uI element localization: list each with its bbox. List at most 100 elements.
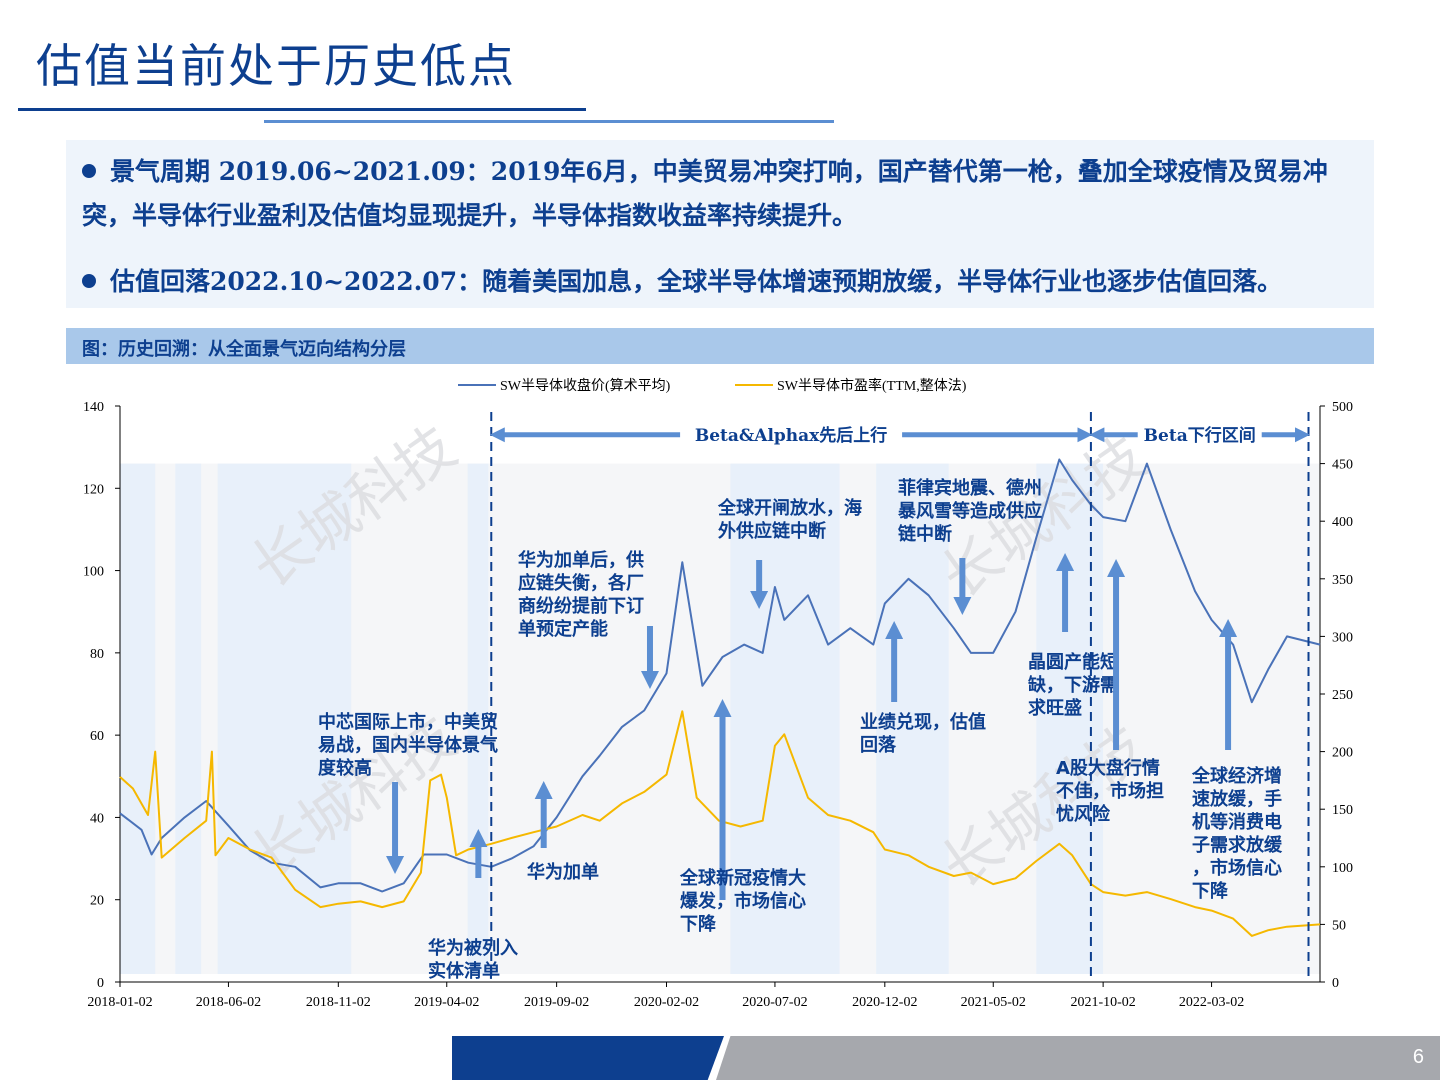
- bullet-item: 估值回落2022.10~2022.07：随着美国加息，全球半导体增速预期放缓，半…: [82, 260, 1358, 304]
- legend-label: SW半导体市盈率(TTM,整体法): [777, 377, 967, 394]
- plot-shade-band: [120, 463, 156, 974]
- figure-caption: 图：历史回溯：从全面景气迈向结构分层: [82, 339, 406, 360]
- x-tick-label: 2021-10-02: [1070, 995, 1135, 1010]
- y-tick-label-right: 0: [1332, 976, 1339, 991]
- x-tick-label: 2018-06-02: [196, 995, 261, 1010]
- annotation-line: 子需求放缓: [1192, 834, 1283, 856]
- x-tick-label: 2020-07-02: [742, 995, 807, 1010]
- annotation-text: 晶圆产能短缺，下游需求旺盛: [1027, 651, 1118, 719]
- y-tick-label-left: 40: [90, 811, 104, 826]
- legend-label: SW半导体收盘价(算术平均): [500, 377, 671, 394]
- y-tick-label-right: 50: [1332, 918, 1346, 933]
- phase-label-bg: [680, 422, 903, 447]
- x-tick-label: 2019-04-02: [414, 995, 479, 1010]
- bullet-box: 景气周期 2019.06~2021.09：2019年6月，中美贸易冲突打响，国产…: [66, 140, 1374, 308]
- series-line: [119, 710, 1321, 937]
- x-tick-label: 2020-12-02: [852, 995, 917, 1010]
- annotation-text: 菲律宾地震、德州暴风雪等造成供应链中断: [898, 477, 1042, 545]
- y-tick-label-left: 60: [90, 729, 104, 744]
- chart: 长城科技长城科技长城科技长城科技020406080100120140050100…: [83, 377, 1353, 1010]
- plot-shade-band: [217, 463, 352, 974]
- annotation-line: 晶圆产能短: [1028, 651, 1118, 673]
- bullet-item: 景气周期 2019.06~2021.09：2019年6月，中美贸易冲突打响，国产…: [82, 150, 1358, 238]
- annotation-line: 忧风险: [1056, 803, 1111, 825]
- footer-grey-band: [716, 1036, 1440, 1080]
- bullet-dot-icon: [82, 274, 96, 288]
- y-tick-label-right: 450: [1332, 458, 1353, 473]
- footer-blue-band: [452, 1036, 724, 1080]
- annotation-line: 下降: [680, 913, 717, 935]
- x-tick-label: 2018-01-02: [87, 995, 152, 1010]
- y-tick-label-right: 400: [1332, 515, 1353, 530]
- annotation-line: 度较高: [318, 757, 372, 779]
- title-underline: [18, 108, 586, 111]
- annotation-line: ，市场信心: [1192, 857, 1282, 879]
- page-number: 6: [1412, 1046, 1424, 1068]
- annotation-text: 全球经济增速放缓，手机等消费电子需求放缓，市场信心下降: [1191, 765, 1283, 902]
- annotation-line: 中芯国际上市，中美贸: [318, 711, 498, 733]
- bullet-text: 景气周期 2019.06~2021.09：2019年6月，中美贸易冲突打响，国产…: [82, 157, 1328, 230]
- annotation-line: 暴风雪等造成供应: [898, 500, 1042, 522]
- annotation-line: A股大盘行情: [1056, 757, 1160, 779]
- annotation-line: 菲律宾地震、德州: [898, 477, 1042, 499]
- y-tick-label-left: 100: [83, 565, 104, 580]
- annotation-line: 全球经济增: [1191, 765, 1282, 787]
- bullet-dot-icon: [82, 164, 96, 178]
- annotation-line: 商纷纷提前下订: [518, 595, 644, 617]
- annotation-line: 业绩兑现，估值: [860, 711, 986, 733]
- y-tick-label-right: 150: [1332, 803, 1353, 818]
- plot-shade-band: [730, 463, 840, 974]
- y-tick-label-right: 250: [1332, 688, 1353, 703]
- y-tick-label-right: 300: [1332, 630, 1353, 645]
- annotation-line: 爆发，市场信心: [680, 890, 806, 912]
- annotation-line: 速放缓，手: [1192, 788, 1282, 810]
- annotation-text: 中芯国际上市，中美贸易战，国内半导体景气度较高: [318, 711, 498, 779]
- annotation-line: 全球新冠疫情大: [679, 867, 806, 889]
- phase-label-bg: [1137, 422, 1262, 447]
- series-line: [119, 458, 1321, 893]
- annotation-line: 缺，下游需: [1027, 674, 1118, 696]
- annotation-line: 华为加单: [527, 861, 599, 883]
- annotation-line: 华为加单后，供: [518, 549, 644, 571]
- phase-label: Beta&Alphax先后上行: [695, 425, 887, 446]
- annotation-line: 下降: [1192, 880, 1229, 902]
- annotation-line: 回落: [860, 735, 897, 756]
- y-tick-label-right: 100: [1332, 861, 1353, 876]
- x-tick-label: 2021-05-02: [961, 995, 1026, 1010]
- annotation-text: 业绩兑现，估值回落: [860, 711, 986, 756]
- bullet-text: 估值回落2022.10~2022.07：随着美国加息，全球半导体增速预期放缓，半…: [110, 267, 1283, 296]
- y-tick-label-left: 140: [83, 400, 104, 415]
- annotation-text: 全球开闸放水，海外供应链中断: [717, 497, 862, 542]
- annotation-text: 华为被列入实体清单: [428, 937, 518, 982]
- y-tick-label-left: 20: [90, 894, 104, 909]
- annotation-text: 华为加单后，供应链失衡，各厂商纷纷提前下订单预定产能: [518, 549, 644, 640]
- slide-title: 估值当前处于历史低点: [36, 39, 516, 93]
- x-tick-label: 2022-03-02: [1179, 995, 1244, 1010]
- y-tick-label-right: 500: [1332, 400, 1353, 415]
- y-tick-label-right: 350: [1332, 573, 1353, 588]
- annotation-text: 全球新冠疫情大爆发，市场信心下降: [679, 867, 806, 935]
- x-tick-label: 2019-09-02: [524, 995, 589, 1010]
- annotation-line: 外供应链中断: [718, 520, 826, 542]
- plot-shade-band: [175, 463, 202, 974]
- annotation-line: 应链失衡，各厂: [518, 572, 644, 594]
- annotation-line: 华为被列入: [428, 937, 518, 959]
- annotation-line: 易战，国内半导体景气: [318, 734, 498, 756]
- y-tick-label-left: 80: [90, 647, 104, 662]
- annotation-line: 不佳，市场担: [1056, 780, 1164, 802]
- y-tick-label-left: 0: [97, 976, 104, 991]
- y-tick-label-right: 200: [1332, 746, 1353, 761]
- annotation-line: 求旺盛: [1028, 697, 1082, 719]
- annotation-line: 单预定产能: [518, 618, 608, 640]
- phase-label: Beta下行区间: [1144, 425, 1256, 446]
- annotation-line: 实体清单: [428, 960, 500, 982]
- y-tick-label-left: 120: [83, 482, 104, 497]
- plot-shade-band: [876, 463, 949, 974]
- figure-caption-bar: 图：历史回溯：从全面景气迈向结构分层: [66, 328, 1374, 364]
- annotation-text: A股大盘行情不佳，市场担忧风险: [1056, 757, 1164, 825]
- plot-shade-band: [1036, 463, 1104, 974]
- title-underline-accent: [264, 120, 834, 123]
- x-tick-label: 2018-11-02: [306, 995, 371, 1010]
- annotation-line: 机等消费电: [1192, 811, 1282, 833]
- annotation-line: 全球开闸放水，海: [717, 497, 862, 519]
